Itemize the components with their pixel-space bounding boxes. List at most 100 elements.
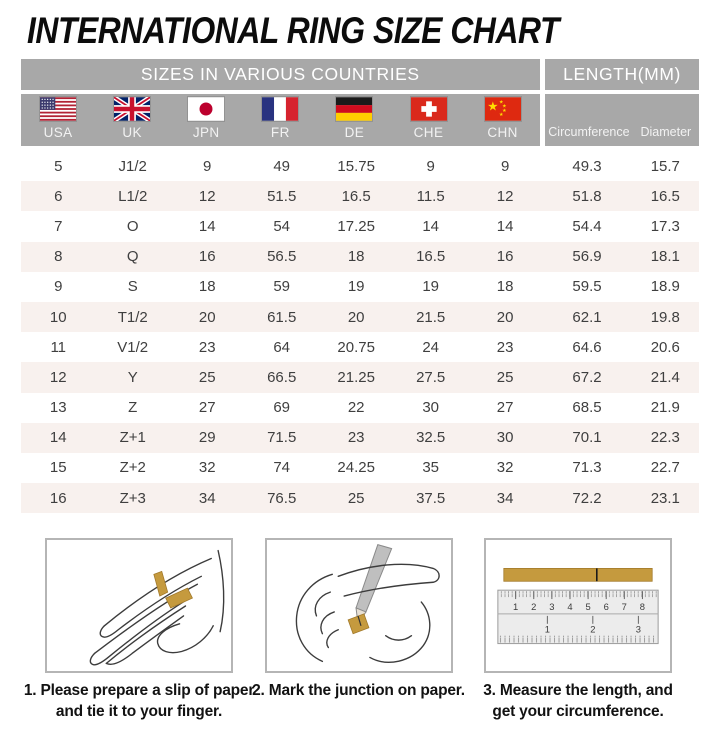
cell-diameter: 18.9 — [650, 278, 680, 296]
cell-usa: 14 — [49, 429, 67, 447]
country-header-uk: UK — [95, 97, 169, 146]
cell-jpn: 14 — [198, 217, 216, 235]
svg-text:7: 7 — [622, 601, 627, 612]
cell-fr: 61.5 — [267, 308, 297, 326]
cell-che: 16.5 — [416, 248, 446, 266]
country-columns: USA UK JPN FR DE CHE ★ ★ ★ ★ ★ CHN — [21, 94, 540, 146]
table-row: 16 Z+3 34 76.5 25 37.5 34 72.2 23.1 — [21, 483, 699, 514]
country-label: JPN — [192, 125, 220, 140]
cell-che: 21.5 — [416, 308, 446, 326]
cell-de: 18 — [347, 248, 365, 266]
cell-usa: 10 — [49, 308, 67, 326]
svg-text:4: 4 — [567, 601, 572, 612]
cell-diameter: 19.8 — [650, 308, 680, 326]
ruler-inch-scale: 1 2 3 — [545, 616, 641, 635]
country-label: DE — [344, 125, 365, 140]
step-1-panel — [45, 538, 233, 674]
country-header-che: CHE — [391, 97, 465, 146]
country-header-fr: FR — [243, 97, 317, 146]
cell-usa: 15 — [49, 459, 67, 477]
pencil-icon — [354, 544, 392, 613]
table-row: 9 S 18 59 19 19 18 59.5 18.9 — [21, 272, 699, 302]
flag-switzerland-icon — [410, 97, 447, 121]
paper-strip — [503, 568, 653, 582]
svg-text:2: 2 — [531, 601, 536, 612]
table-row: 13 Z 27 69 22 30 27 68.5 21.9 — [21, 393, 699, 423]
cell-che: 11.5 — [416, 187, 445, 205]
table-row: 5 J1/2 9 49 15.75 9 9 49.3 15.7 — [21, 151, 699, 181]
cell-diameter: 16.5 — [650, 187, 680, 205]
cell-de: 20 — [347, 308, 365, 326]
cell-jpn: 12 — [198, 187, 216, 205]
country-label: CHE — [413, 125, 444, 140]
cell-de: 23 — [347, 429, 365, 447]
svg-text:★: ★ — [502, 108, 507, 114]
table-row: 15 Z+2 32 74 24.25 35 32 71.3 22.7 — [21, 453, 699, 483]
svg-text:1: 1 — [513, 601, 518, 612]
svg-text:3: 3 — [636, 624, 641, 635]
cell-fr: 49 — [273, 157, 291, 175]
cell-jpn: 34 — [198, 489, 216, 507]
cell-uk: V1/2 — [117, 338, 149, 356]
cell-che: 19 — [422, 278, 439, 296]
cell-usa: 11 — [50, 338, 67, 356]
cell-chn: 30 — [496, 429, 514, 447]
cell-uk: Z — [128, 399, 138, 417]
length-columns: Circumference Diameter — [545, 94, 699, 146]
svg-text:1: 1 — [545, 624, 550, 635]
cell-usa: 7 — [54, 217, 63, 235]
cell-diameter: 18.1 — [650, 248, 680, 266]
cell-de: 22 — [347, 399, 365, 417]
group-header-sizes: SIZES IN VARIOUS COUNTRIES — [21, 59, 540, 90]
cell-chn: 34 — [496, 489, 514, 507]
cell-uk: Q — [126, 248, 139, 266]
cell-che: 37.5 — [416, 489, 446, 507]
table-row: 14 Z+1 29 71.5 23 32.5 30 70.1 22.3 — [21, 422, 699, 453]
group-header-length: LENGTH(MM) — [545, 59, 699, 90]
cell-fr: 51.5 — [267, 187, 297, 205]
cell-de: 16.5 — [341, 187, 371, 205]
cell-uk: Z+2 — [119, 459, 146, 477]
paper-strip-tail — [153, 571, 169, 597]
country-label: UK — [122, 125, 142, 140]
table-row: 8 Q 16 56.5 18 16.5 16 56.9 18.1 — [21, 241, 699, 272]
cell-che: 30 — [422, 399, 439, 417]
cell-che: 32.5 — [416, 429, 446, 447]
cell-diameter: 22.3 — [650, 429, 680, 447]
cell-de: 17.25 — [337, 217, 375, 235]
cell-de: 15.75 — [337, 157, 375, 175]
svg-text:★: ★ — [499, 100, 504, 106]
cell-jpn: 25 — [198, 368, 216, 386]
table-group-header-row: SIZES IN VARIOUS COUNTRIES LENGTH(MM) — [21, 59, 699, 94]
page-title: INTERNATIONAL RING SIZE CHART — [27, 10, 720, 52]
cell-uk: S — [127, 278, 138, 296]
cell-de: 25 — [347, 489, 365, 507]
cell-fr: 71.5 — [267, 429, 297, 447]
flag-uk-icon — [114, 97, 151, 121]
cell-usa: 9 — [54, 278, 63, 296]
cell-circumference: 56.9 — [572, 248, 602, 266]
svg-text:8: 8 — [640, 601, 645, 612]
flag-germany-icon — [336, 97, 373, 121]
cell-diameter: 17.3 — [650, 217, 680, 235]
cell-de: 21.25 — [337, 368, 375, 386]
cell-diameter: 21.9 — [650, 399, 680, 417]
cell-diameter: 22.7 — [650, 459, 680, 477]
table-row: 12 Y 25 66.5 21.25 27.5 25 67.2 21.4 — [21, 362, 699, 393]
cell-fr: 54 — [273, 217, 291, 235]
cell-che: 24 — [422, 338, 439, 356]
cell-jpn: 29 — [198, 429, 216, 447]
cell-chn: 27 — [496, 399, 514, 417]
table-row: 7 O 14 54 17.25 14 14 54.4 17.3 — [21, 211, 699, 241]
cell-usa: 12 — [49, 368, 67, 386]
cell-diameter: 23.1 — [650, 489, 680, 507]
table-country-header-row: USA UK JPN FR DE CHE ★ ★ ★ ★ ★ CHN Circumference Di… — [21, 94, 699, 146]
cell-diameter: 15.7 — [650, 157, 680, 175]
cell-circumference: 71.3 — [572, 459, 602, 477]
cell-usa: 8 — [54, 248, 63, 266]
cell-uk: L1/2 — [118, 187, 148, 205]
header-vertical-divider — [539, 94, 546, 146]
cell-che: 35 — [422, 459, 439, 477]
cell-jpn: 16 — [198, 248, 216, 266]
step-3-panel: 1 2 3 4 5 6 7 8 1 2 3 — [484, 538, 672, 674]
